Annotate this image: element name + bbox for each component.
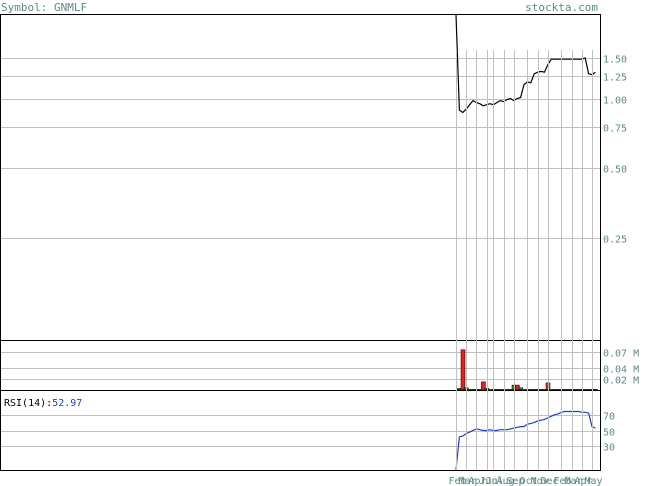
x-tick-label: Feb xyxy=(449,476,467,486)
rsi-y-ticks: 70 50 30 xyxy=(603,412,615,454)
volume-y-ticks: 0.07 M 0.04 M0.02 M xyxy=(603,349,639,387)
rsi-panel: 70 50 30 RSI(14):52.97 xyxy=(0,390,615,471)
x-axis-ticks: FebMarAprJunJulAugSepOctNovDecFebMarAprM… xyxy=(449,476,603,486)
volume-panel-border xyxy=(0,340,601,391)
volume-y-tick-label: 0.02 M xyxy=(603,376,639,387)
x-tick-label: Apr xyxy=(469,476,487,486)
price-gridlines xyxy=(1,58,600,239)
price-y-tick-label: 1.00 xyxy=(603,96,627,107)
x-tick-label: Mar xyxy=(459,476,477,486)
x-tick-label: Apr xyxy=(575,476,593,486)
price-panel: 1.50 1.25 1.00 0.75 0.50 0.25 xyxy=(0,14,627,341)
x-tick-label: Nov xyxy=(531,476,549,486)
x-tick-label: Jul xyxy=(486,476,504,486)
price-y-tick-label: 0.50 xyxy=(603,165,627,176)
x-tick-label: Jun xyxy=(480,476,498,486)
x-tick-label: Aug xyxy=(497,476,515,486)
volume-y-tick-label: 0.04 M xyxy=(603,365,639,376)
x-tick-label: Dec xyxy=(541,476,559,486)
price-y-ticks: 1.50 1.25 1.00 0.75 0.50 0.25 xyxy=(603,55,627,246)
x-tick-label: Sep xyxy=(507,476,525,486)
rsi-gridlines xyxy=(1,415,600,447)
rsi-label: RSI(14):52.97 xyxy=(4,398,82,409)
x-tick-label: Oct xyxy=(520,476,538,486)
brand-label: stockta.com xyxy=(525,1,598,14)
rsi-panel-border xyxy=(0,390,601,471)
x-tick-label: Mar xyxy=(565,476,583,486)
price-y-tick-label: 0.25 xyxy=(603,235,627,246)
rsi-y-tick-label: 30 xyxy=(603,443,615,454)
price-y-tick-label: 0.75 xyxy=(603,124,627,135)
x-tick-label: Feb xyxy=(554,476,572,486)
rsi-y-tick-label: 70 xyxy=(603,412,615,423)
price-panel-border xyxy=(0,14,601,341)
price-y-tick-label: 1.25 xyxy=(603,73,627,84)
price-y-tick-label: 1.50 xyxy=(603,55,627,66)
volume-gridlines xyxy=(1,352,600,380)
x-tick-label: May xyxy=(585,476,603,486)
symbol-label: Symbol: GNMLF xyxy=(1,1,87,14)
volume-panel: 0.07 M 0.04 M0.02 M xyxy=(0,340,639,391)
rsi-value: 52.97 xyxy=(52,398,82,409)
rsi-y-tick-label: 50 xyxy=(603,428,615,439)
x-gridlines xyxy=(456,50,593,470)
volume-y-tick-label: 0.07 M xyxy=(603,349,639,360)
volume-bar xyxy=(460,349,466,391)
